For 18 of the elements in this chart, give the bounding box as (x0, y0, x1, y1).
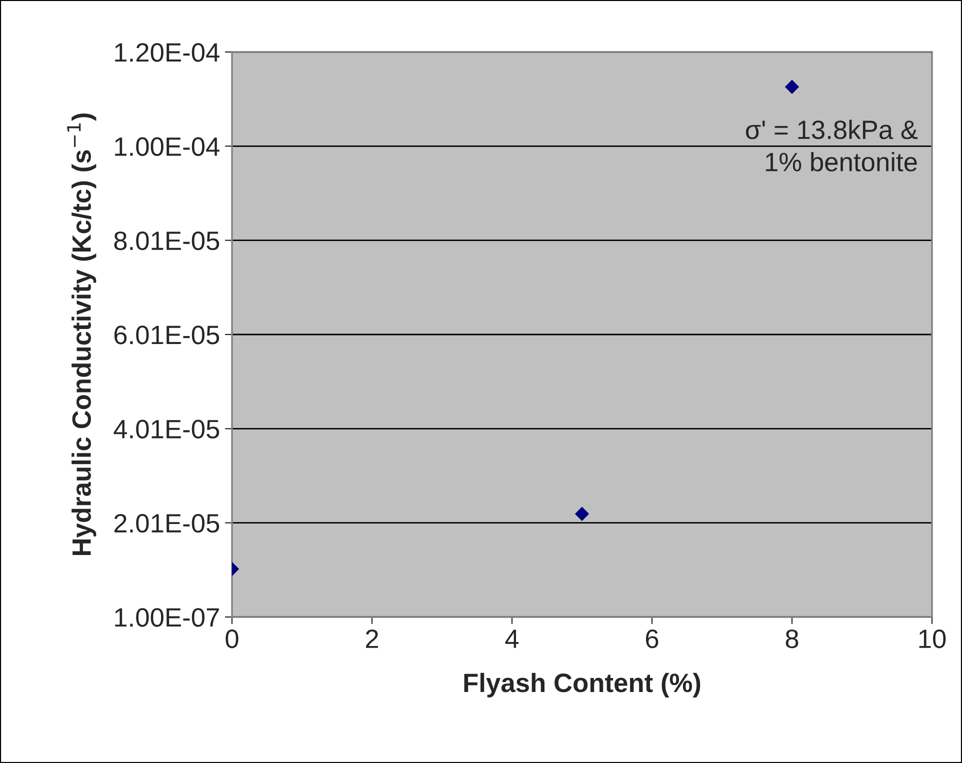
y-tick-label: 1.20E-04 (115, 43, 220, 62)
x-axis-title: Flyash Content (%) (464, 672, 700, 698)
y-tick-label: 2.01E-05 (114, 514, 220, 533)
y-tick-label: 6.01E-05 (114, 326, 220, 344)
x-tick-label: 8 (786, 630, 798, 648)
x-tick-label: 0 (226, 630, 238, 648)
y-tick-label: 4.01E-05 (114, 420, 220, 438)
x-tick-label: 6 (646, 630, 658, 648)
y-tick-label: 1.00E-07 (115, 608, 219, 627)
annotation: σ' = 13.8kPa & 1% bentonite (746, 120, 918, 172)
x-tick-label: 4 (505, 630, 519, 648)
y-tick-label: 1.00E-04 (115, 137, 220, 156)
point (785, 80, 799, 94)
x-tick-label: 10 (919, 630, 946, 648)
x-tick-label: 2 (366, 630, 378, 648)
y-axis-title: Hydraulic Conductivity (Kc/tc) (s$^{−1}$) (67, 114, 96, 556)
point (575, 506, 589, 521)
y-tick-label: 8.01E-05 (114, 231, 220, 250)
